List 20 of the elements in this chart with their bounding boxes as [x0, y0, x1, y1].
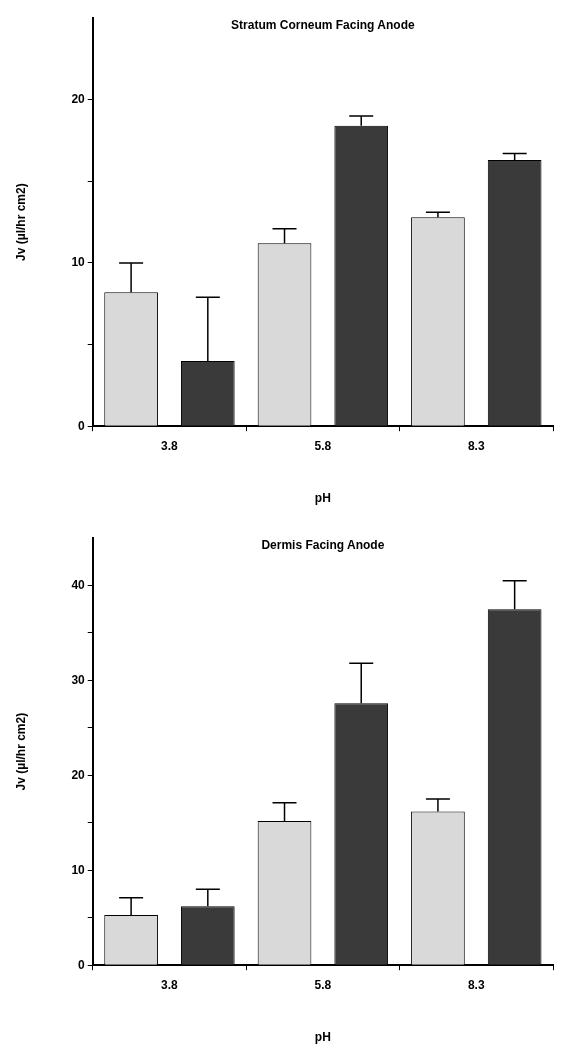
y-tick-label: 30 — [71, 672, 86, 687]
y-tick-label: 0 — [78, 957, 86, 972]
y-tick-label: 20 — [71, 767, 86, 782]
y-axis-title: Jv (µl/hr cm2) — [13, 712, 28, 791]
x-tick-label: 8.3 — [467, 977, 485, 992]
x-tick-label: 5.8 — [314, 438, 332, 453]
y-tick-label: 40 — [71, 577, 86, 592]
x-tick-label: 8.3 — [467, 438, 485, 453]
y-axis-title: Jv (µl/hr cm2) — [13, 183, 28, 261]
y-tick-label: 0 — [78, 418, 86, 433]
x-tick-label: 5.8 — [314, 977, 332, 992]
chart-title: Stratum Corneum Facing Anode — [231, 18, 415, 33]
y-tick-label: 10 — [71, 255, 86, 270]
x-tick-label: 3.8 — [161, 977, 179, 992]
x-axis-title: pH — [314, 491, 331, 506]
x-axis-title: pH — [314, 1030, 331, 1045]
chart-title: Dermis Facing Anode — [261, 538, 385, 553]
x-tick-label: 3.8 — [161, 438, 179, 453]
y-tick-label: 20 — [71, 91, 86, 106]
y-tick-label: 10 — [71, 862, 86, 877]
